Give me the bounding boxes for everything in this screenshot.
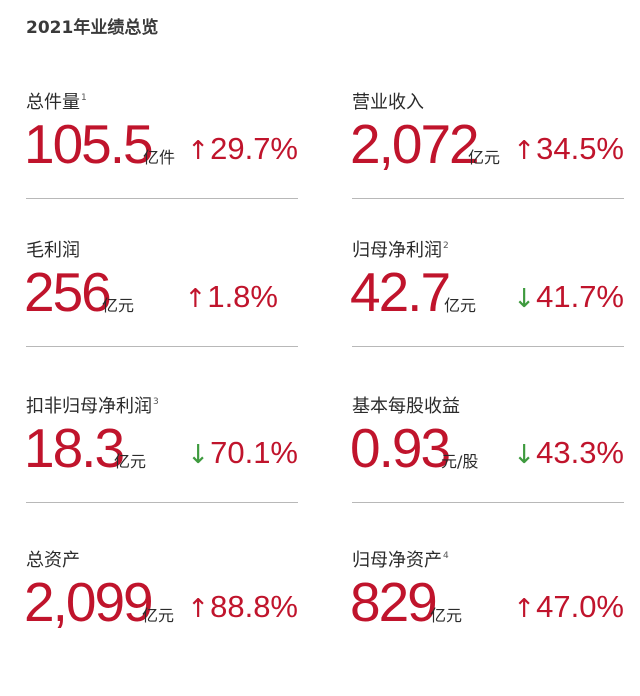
arrow-down-icon: ↓: [513, 440, 536, 470]
metric-label-text: 总资产: [26, 550, 80, 571]
metric-revenue: 营业收入 2,072 亿元 ↑34.5%: [350, 88, 624, 238]
metric-label: 总件量1: [26, 88, 87, 114]
metric-change: ↓41.7%: [513, 279, 624, 317]
metric-label: 毛利润: [26, 236, 80, 262]
divider: [352, 502, 624, 503]
arrow-down-icon: ↓: [513, 284, 536, 314]
arrow-up-icon: ↑: [187, 594, 210, 624]
arrow-up-icon: ↑: [187, 136, 210, 166]
metric-change-value: 70.1%: [210, 435, 298, 470]
metric-unit: 亿元: [114, 452, 147, 471]
metric-unit: 亿元: [430, 606, 463, 625]
footnote-mark: 1: [81, 93, 87, 103]
metric-eps: 基本每股收益 0.93 元/股 ↓43.3%: [350, 392, 624, 542]
metric-value: 18.3: [24, 417, 125, 479]
metric-unit: 亿元: [468, 148, 501, 167]
arrow-down-icon: ↓: [187, 440, 210, 470]
footnote-mark: 2: [443, 241, 449, 251]
metric-change-value: 47.0%: [536, 589, 624, 624]
page-title: 2021年业绩总览: [26, 18, 159, 38]
metric-value: 829: [350, 571, 438, 633]
arrow-up-icon: ↑: [513, 594, 536, 624]
metric-total-volume: 总件量1 105.5 亿件 ↑29.7%: [24, 88, 298, 238]
metric-change-value: 1.8%: [207, 279, 278, 314]
metric-change: ↑29.7%: [187, 131, 298, 169]
divider: [26, 198, 298, 199]
metric-value: 2,099: [24, 571, 154, 633]
metric-label-text: 归母净资产: [352, 550, 442, 571]
metric-value: 42.7: [350, 261, 451, 323]
metric-gross-profit: 毛利润 256 亿元 ↑1.8%: [24, 236, 298, 386]
metric-change: ↓43.3%: [513, 435, 624, 473]
divider: [352, 198, 624, 199]
metric-label-text: 归母净利润: [352, 240, 442, 261]
divider: [26, 346, 298, 347]
metric-change: ↑1.8%: [185, 279, 278, 317]
metric-net-profit: 归母净利润2 42.7 亿元 ↓41.7%: [350, 236, 624, 386]
metric-adjusted-net-profit: 扣非归母净利润3 18.3 亿元 ↓70.1%: [24, 392, 298, 542]
footnote-mark: 4: [443, 551, 449, 561]
metric-change-value: 43.3%: [536, 435, 624, 470]
metric-change-value: 41.7%: [536, 279, 624, 314]
metric-label: 总资产: [26, 546, 80, 572]
metric-change: ↓70.1%: [187, 435, 298, 473]
metric-change-value: 88.8%: [210, 589, 298, 624]
metric-change-value: 29.7%: [210, 131, 298, 166]
metric-label-text: 扣非归母净利润: [26, 396, 152, 417]
metric-label-text: 基本每股收益: [352, 396, 460, 417]
metric-total-assets: 总资产 2,099 亿元 ↑88.8%: [24, 546, 298, 696]
metric-net-assets: 归母净资产4 829 亿元 ↑47.0%: [350, 546, 624, 696]
metric-change: ↑47.0%: [513, 589, 624, 627]
metric-label: 营业收入: [352, 88, 424, 114]
metric-label-text: 总件量: [26, 92, 80, 113]
footnote-mark: 3: [153, 397, 159, 407]
metric-label: 归母净资产4: [352, 546, 449, 572]
metric-value: 0.93: [350, 417, 451, 479]
metric-unit: 亿件: [143, 148, 176, 167]
metric-unit: 亿元: [102, 296, 135, 315]
arrow-up-icon: ↑: [184, 284, 207, 314]
metric-label-text: 营业收入: [352, 92, 424, 113]
divider: [352, 346, 624, 347]
metric-unit: 亿元: [444, 296, 477, 315]
metric-label-text: 毛利润: [26, 240, 80, 261]
metric-unit: 亿元: [142, 606, 175, 625]
metric-change-value: 34.5%: [536, 131, 624, 166]
metric-label: 基本每股收益: [352, 392, 460, 418]
metric-value: 105.5: [24, 113, 154, 175]
metric-label: 归母净利润2: [352, 236, 449, 262]
metric-value: 2,072: [350, 113, 480, 175]
metric-label: 扣非归母净利润3: [26, 392, 159, 418]
metric-value: 256: [24, 261, 112, 323]
arrow-up-icon: ↑: [513, 136, 536, 166]
metric-change: ↑34.5%: [513, 131, 624, 169]
metric-change: ↑88.8%: [187, 589, 298, 627]
divider: [26, 502, 298, 503]
metric-unit: 元/股: [441, 452, 479, 471]
